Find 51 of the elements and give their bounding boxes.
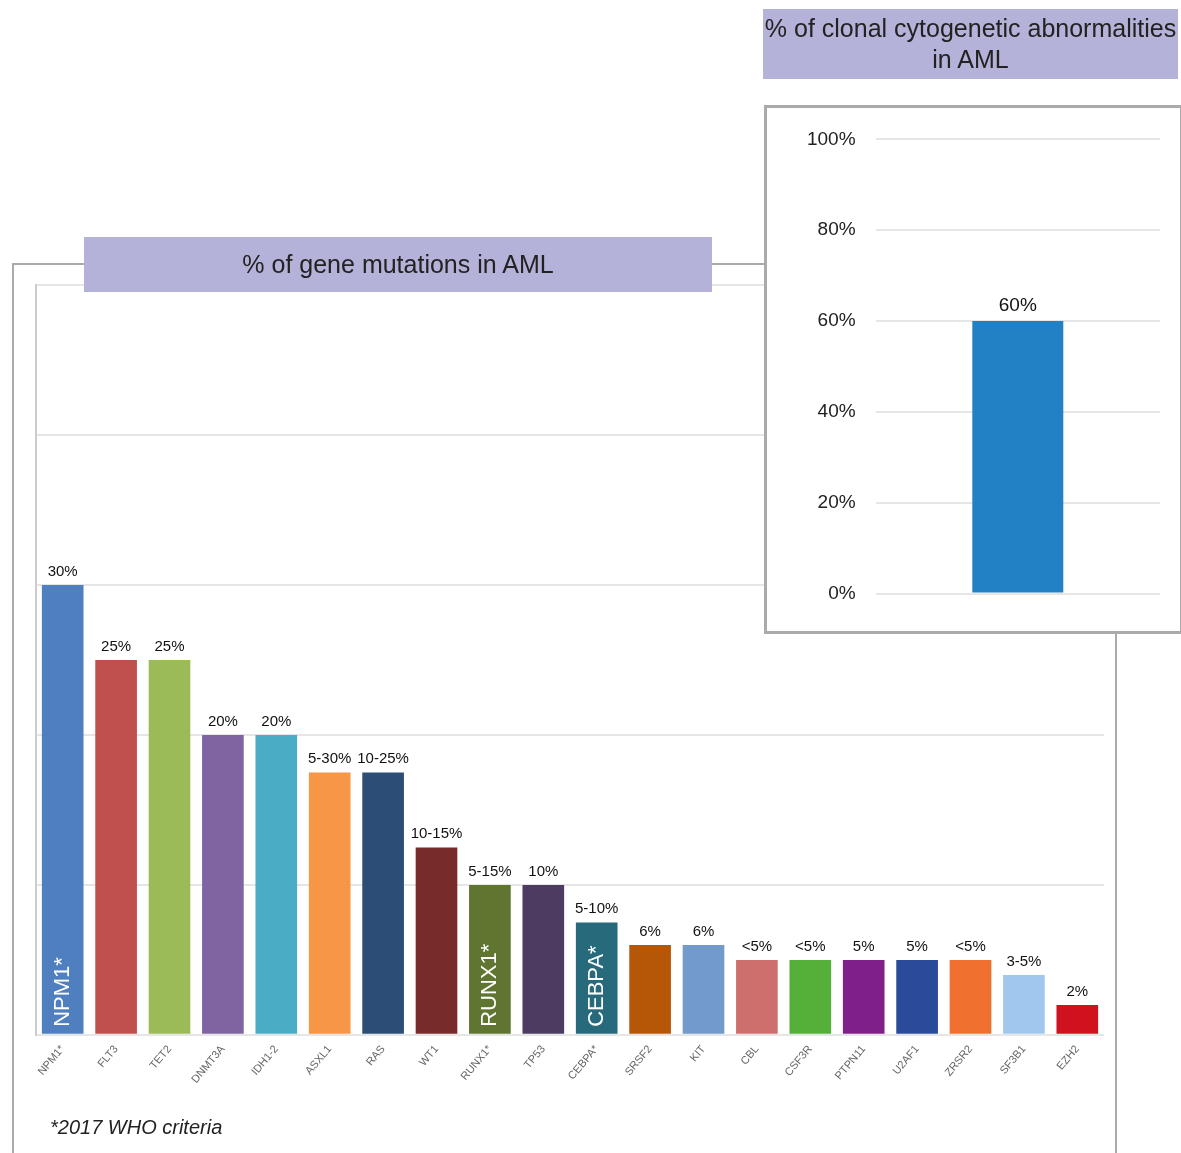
bar: [255, 734, 298, 1034]
y-tick-label: 100%: [806, 127, 856, 149]
bar: [1056, 1004, 1099, 1034]
x-tick-label: KIT: [687, 1042, 708, 1064]
y-tick-label: 0%: [828, 581, 856, 603]
x-tick-label: CBL: [737, 1042, 761, 1067]
data-label: 5%: [852, 936, 875, 954]
data-label: 2%: [1066, 981, 1089, 999]
bar: [308, 772, 351, 1034]
annotation: 5-10%: [575, 899, 619, 917]
data-label: 10%: [528, 861, 559, 879]
data-label: 60%: [998, 293, 1037, 315]
data-label: 25%: [101, 636, 132, 654]
bar: [789, 959, 832, 1034]
bar: [522, 884, 565, 1034]
bar: [202, 734, 244, 1034]
annotation: 5-15%: [468, 861, 512, 879]
data-label: 20%: [261, 711, 292, 729]
bar: [896, 959, 938, 1034]
bar: [949, 959, 992, 1034]
annotation: 5-30%: [308, 749, 352, 767]
bar: [842, 959, 885, 1034]
y-tick-label: 20%: [817, 490, 856, 512]
data-label: <5%: [955, 936, 986, 954]
data-label: <5%: [741, 936, 773, 954]
annotation: 10-15%: [410, 824, 463, 842]
annotation: 10-25%: [357, 749, 409, 767]
data-label: 25%: [154, 636, 185, 654]
y-tick-label: 80%: [817, 218, 856, 240]
text: *2017 WHO criteria: [50, 1116, 223, 1139]
data-label: 20%: [207, 711, 238, 729]
data-label: 5%: [906, 936, 928, 954]
bar: [41, 584, 84, 1034]
bar: [415, 847, 458, 1034]
bar: [629, 944, 671, 1034]
bar: [736, 959, 778, 1034]
data-label: 30%: [47, 561, 78, 579]
bar: [148, 659, 191, 1034]
data-label: <5%: [795, 936, 826, 954]
bar: [1003, 974, 1045, 1034]
annotation: 3-5%: [1006, 951, 1042, 969]
bar: [682, 944, 725, 1034]
title-banner: % of clonal cytogenetic abnormalities in AML: [763, 9, 1178, 79]
y-tick-label: 60%: [817, 309, 856, 331]
bar: [469, 884, 511, 1034]
data-label: 6%: [639, 921, 661, 939]
title-banner: % of gene mutations in AML: [84, 237, 712, 292]
y-tick-label: 40%: [817, 400, 856, 422]
bar: [362, 772, 404, 1034]
data-label: 6%: [692, 921, 715, 939]
bar: [95, 659, 137, 1034]
